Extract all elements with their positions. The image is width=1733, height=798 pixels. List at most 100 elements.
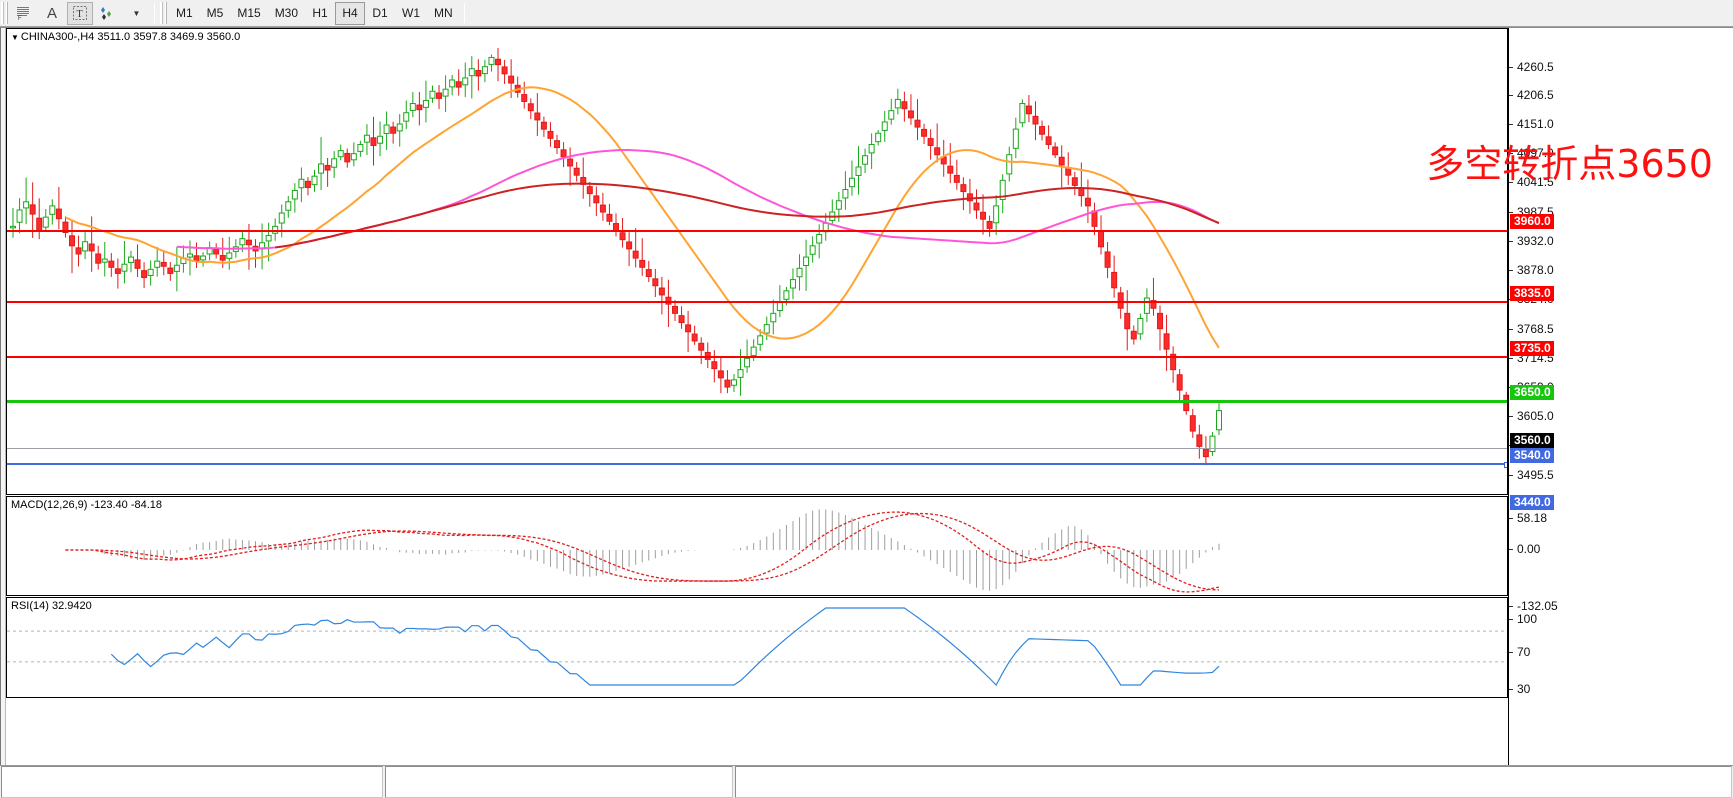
objects-icon[interactable]	[95, 2, 121, 25]
macd-axis-tick-58_18: 58.18	[1509, 511, 1733, 525]
timeframe-w1[interactable]: W1	[402, 6, 421, 20]
resistance-line-3960[interactable]	[7, 230, 1507, 232]
tick-label: 3768.5	[1517, 322, 1554, 336]
timeframe-gripper[interactable]	[160, 2, 167, 24]
level-chip-3650[interactable]: 3650.0	[1510, 385, 1554, 400]
support-line-3540[interactable]	[7, 462, 1507, 468]
text-box-icon[interactable]: T	[67, 1, 93, 25]
pivot-line-3650[interactable]	[7, 400, 1507, 403]
level-chip-3960[interactable]: 3960.0	[1510, 214, 1554, 229]
tick-mark	[1509, 124, 1513, 126]
macd-panel[interactable]: MACD(12,26,9) -123.40 -84.18	[6, 496, 1508, 596]
tick-mark	[1509, 153, 1513, 155]
chart-annotation-text[interactable]: 多空转折点3650	[1426, 142, 1713, 186]
tick-label: 4097.0	[1517, 146, 1554, 160]
tick-mark	[1509, 606, 1513, 608]
timeframe-m30[interactable]: M30	[274, 6, 299, 20]
tick-mark	[1509, 549, 1513, 551]
tick-mark	[1509, 652, 1513, 654]
tick-label: 3495.5	[1517, 468, 1554, 482]
tick-mark	[1509, 475, 1513, 477]
tick-label: 3605.0	[1517, 409, 1554, 423]
price-axis-tick-4151_0: 4151.0	[1509, 117, 1733, 131]
tick-label: 3932.0	[1517, 234, 1554, 248]
tick-label: -132.05	[1517, 599, 1558, 613]
timeframe-h1[interactable]: H1	[312, 6, 328, 20]
tick-label: 70	[1517, 645, 1531, 659]
chevron-down-icon[interactable]: ▼	[123, 2, 149, 25]
level-chip-3735[interactable]: 3735.0	[1510, 341, 1554, 356]
price-axis-tick-4097_0: 4097.0	[1509, 146, 1733, 160]
crosshair-icon[interactable]: F	[11, 2, 37, 25]
toolbar-gripper[interactable]	[1, 2, 8, 24]
tick-mark	[1509, 619, 1513, 621]
resistance-line-3735[interactable]	[7, 356, 1507, 358]
status-cell-mid[interactable]	[385, 766, 733, 798]
rsi-panel[interactable]: RSI(14) 32.9420	[6, 597, 1508, 698]
main-toolbar: F A T ▼ M1 M5 M15 M30 H1 H4 D1 W1 MN	[0, 0, 1733, 27]
toolbar-divider	[154, 3, 155, 23]
price-axis-tick-4041_5: 4041.5	[1509, 175, 1733, 189]
text-label-glyph: A	[46, 4, 57, 22]
price-axis-tick-4260_5: 4260.5	[1509, 60, 1733, 74]
tick-label: 3878.0	[1517, 263, 1554, 277]
status-bar	[0, 765, 1733, 798]
macd-axis-tick-0_00: 0.00	[1509, 542, 1733, 556]
tick-mark	[1509, 416, 1513, 418]
price-axis-tick-3605_0: 3605.0	[1509, 409, 1733, 423]
timeframe-mn[interactable]: MN	[434, 6, 453, 20]
macd-series-canvas	[65, 509, 1220, 593]
tick-label: 4041.5	[1517, 175, 1554, 189]
tick-mark	[1509, 182, 1513, 184]
status-cell-left[interactable]	[1, 766, 383, 798]
price-axis-tick-3495_5: 3495.5	[1509, 468, 1733, 482]
tick-label: 0.00	[1517, 542, 1541, 556]
price-axis-tick-3878_0: 3878.0	[1509, 263, 1733, 277]
level-chip-3835[interactable]: 3835.0	[1510, 286, 1554, 301]
left-scale-rail[interactable]	[0, 28, 6, 768]
tick-label: 30	[1517, 682, 1531, 696]
svg-text:T: T	[77, 9, 83, 20]
price-panel[interactable]: ▼ CHINA300-,H4 3511.0 3597.8 3469.9 3560.…	[6, 28, 1508, 495]
rsi-series-canvas	[7, 607, 1507, 686]
line-drag-handle[interactable]	[1504, 462, 1507, 468]
price-axis[interactable]: 4260.5 4206.5 4151.0 4097.0 4041.5 3987.5 3932…	[1508, 28, 1733, 768]
tick-mark	[1509, 95, 1513, 97]
rsi-axis-tick-100: 100	[1509, 612, 1733, 626]
tick-label: 100	[1517, 612, 1538, 626]
chevron-down-glyph: ▼	[132, 8, 141, 18]
chart-area[interactable]: ▼ CHINA300-,H4 3511.0 3597.8 3469.9 3560.…	[0, 27, 1733, 798]
level-chip-3440[interactable]: 3440.0	[1510, 495, 1554, 510]
tick-label: 4260.5	[1517, 60, 1554, 74]
tick-label: 4151.0	[1517, 117, 1554, 131]
last-price-line-3560[interactable]	[7, 448, 1507, 449]
price-axis-tick-3932_0: 3932.0	[1509, 234, 1733, 248]
timeframe-d1[interactable]: D1	[372, 6, 388, 20]
level-chip-3540[interactable]: 3540.0	[1510, 448, 1554, 463]
price-series-canvas	[10, 48, 1222, 466]
tick-mark	[1509, 518, 1513, 520]
tick-label: 58.18	[1517, 511, 1548, 525]
timeframe-group: M1 M5 M15 M30 H1 H4 D1 W1 MN	[169, 1, 460, 25]
tick-mark	[1509, 689, 1513, 691]
timeframe-m5[interactable]: M5	[206, 6, 224, 20]
last-price-chip-3560[interactable]: 3560.0	[1510, 433, 1554, 448]
tick-mark	[1509, 358, 1513, 360]
tick-mark	[1509, 67, 1513, 69]
timeframe-h4[interactable]: H4	[335, 1, 366, 25]
rsi-axis-tick-70: 70	[1509, 645, 1733, 659]
tick-label: 4206.5	[1517, 88, 1554, 102]
text-label-icon[interactable]: A	[39, 2, 65, 25]
timeframe-m1[interactable]: M1	[176, 6, 193, 20]
timeframe-m15[interactable]: M15	[237, 6, 261, 20]
status-cell-right[interactable]	[735, 766, 1732, 798]
tick-mark	[1509, 212, 1513, 214]
toolbar-divider-2	[463, 3, 465, 23]
price-axis-tick-4206_5: 4206.5	[1509, 88, 1733, 102]
tick-mark	[1509, 270, 1513, 272]
price-axis-tick-3768_5: 3768.5	[1509, 322, 1733, 336]
resistance-line-3835[interactable]	[7, 301, 1507, 303]
svg-text:F: F	[18, 16, 22, 21]
tick-mark	[1509, 241, 1513, 243]
macd-axis-tick-_132_05: -132.05	[1509, 599, 1733, 613]
